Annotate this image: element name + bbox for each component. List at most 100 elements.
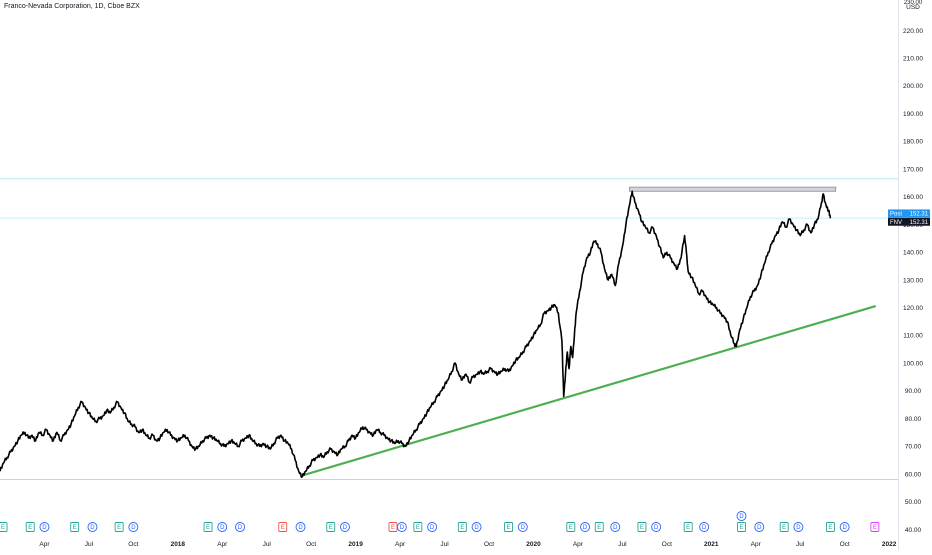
x-tick-label: Apr xyxy=(573,541,584,548)
x-tick-label: Oct xyxy=(840,541,850,548)
x-tick-label: Apr xyxy=(751,541,762,548)
dividend-marker[interactable]: D xyxy=(580,522,590,532)
earnings-marker[interactable]: E xyxy=(114,522,124,532)
dividend-marker[interactable]: D xyxy=(839,522,850,532)
dividend-marker[interactable]: D xyxy=(651,522,662,532)
event-letter: E xyxy=(391,525,395,531)
y-tick-label: 140.00 xyxy=(903,250,923,257)
dividend-marker[interactable]: D xyxy=(217,522,228,532)
y-tick-label: 50.00 xyxy=(905,499,922,506)
y-tick-label: 110.00 xyxy=(903,333,923,340)
x-tick-label: Apr xyxy=(217,541,228,548)
event-letter: E xyxy=(597,525,601,531)
earnings-marker[interactable]: E xyxy=(388,522,398,532)
x-tick-label: 2020 xyxy=(526,541,541,548)
x-axis: Apr Jul Oct 2018 Apr Jul Oct 2019 Apr Jul Oct 2020 A… xyxy=(39,541,896,548)
earnings-marker[interactable]: E xyxy=(25,522,35,532)
x-tick-label: Jul xyxy=(796,541,805,548)
earnings-marker-box xyxy=(594,522,604,532)
event-letter: E xyxy=(740,525,744,531)
price-label-value: 152.31 xyxy=(910,212,929,218)
x-tick-label: 2021 xyxy=(704,541,719,548)
event-letter: E xyxy=(1,525,5,531)
y-tick-label: 90.00 xyxy=(905,388,922,395)
event-letter: D xyxy=(42,525,47,531)
y-tick-label: 170.00 xyxy=(903,166,923,173)
event-letter: D xyxy=(739,514,744,520)
event-letter: E xyxy=(640,525,644,531)
price-label-bg xyxy=(888,209,930,218)
earnings-marker[interactable]: E xyxy=(413,522,423,532)
x-tick-label: Jul xyxy=(85,541,94,548)
dividend-marker[interactable]: D xyxy=(793,522,804,532)
dividend-marker[interactable]: D xyxy=(340,522,350,532)
earnings-marker[interactable]: E xyxy=(779,522,789,532)
dividend-marker[interactable]: D xyxy=(471,522,482,532)
earnings-marker[interactable]: E xyxy=(504,522,514,532)
event-letter: D xyxy=(343,525,348,531)
price-label-layer: Post 152.31 FNV 152.31 xyxy=(888,209,930,226)
y-tick-label: 180.00 xyxy=(903,139,923,146)
earnings-marker[interactable]: E xyxy=(870,522,880,532)
earnings-marker[interactable]: E xyxy=(70,522,80,532)
earnings-marker[interactable]: E xyxy=(683,522,693,532)
dividend-marker-circle xyxy=(471,522,482,532)
dividend-marker[interactable]: D xyxy=(295,522,306,532)
earnings-marker[interactable]: E xyxy=(594,522,604,532)
price-label-bg xyxy=(888,217,930,226)
earnings-marker[interactable]: E xyxy=(457,522,467,532)
earnings-marker[interactable]: E xyxy=(637,522,647,532)
event-letter: E xyxy=(507,525,511,531)
dividend-marker[interactable]: D xyxy=(128,522,139,532)
dividend-marker[interactable]: D xyxy=(39,522,50,532)
dividend-marker[interactable]: D xyxy=(610,522,621,532)
dividend-marker[interactable]: D xyxy=(87,522,98,532)
event-letter: D xyxy=(238,525,243,531)
earnings-marker[interactable]: E xyxy=(278,522,288,532)
y-tick-label: 120.00 xyxy=(903,305,923,312)
x-tick-label: Oct xyxy=(484,541,494,548)
dividend-marker[interactable]: D xyxy=(235,522,246,532)
dividend-marker[interactable]: D xyxy=(736,511,747,521)
event-letter: D xyxy=(521,525,526,531)
dividend-marker-circle xyxy=(396,522,407,532)
support-trendline xyxy=(301,305,876,477)
earnings-marker[interactable]: E xyxy=(566,522,576,532)
chart-title: Franco-Nevada Corporation, 1D, Cboe BZX xyxy=(4,3,140,10)
event-letter: D xyxy=(796,525,801,531)
earnings-marker[interactable]: E xyxy=(0,522,8,532)
dividend-marker-circle xyxy=(128,522,139,532)
x-tick-label: Apr xyxy=(39,541,50,548)
event-letter: D xyxy=(654,525,659,531)
event-letter: D xyxy=(842,525,847,531)
event-letter: E xyxy=(686,525,690,531)
dividend-marker[interactable]: D xyxy=(517,522,528,532)
y-tick-label: 100.00 xyxy=(903,360,923,367)
event-letter: E xyxy=(569,525,573,531)
dividend-marker-circle xyxy=(793,522,804,532)
x-tick-label: Oct xyxy=(306,541,316,548)
dividend-marker[interactable]: D xyxy=(396,522,407,532)
x-tick-label: 2022 xyxy=(882,541,897,548)
earnings-marker-box xyxy=(278,522,288,532)
event-letter: D xyxy=(474,525,479,531)
x-tick-label: 2019 xyxy=(348,541,363,548)
earnings-marker[interactable]: E xyxy=(825,522,835,532)
dividend-marker[interactable]: D xyxy=(754,522,765,532)
earnings-marker-box xyxy=(637,522,647,532)
earnings-marker-box xyxy=(683,522,693,532)
dividend-marker[interactable]: D xyxy=(427,522,438,532)
y-tick-label: 200.00 xyxy=(903,83,923,90)
earnings-marker[interactable]: E xyxy=(203,522,213,532)
event-letter: E xyxy=(28,525,32,531)
series-layer xyxy=(0,190,832,478)
earnings-marker[interactable]: E xyxy=(326,522,336,532)
dividend-marker-circle xyxy=(295,522,306,532)
earnings-marker[interactable]: E xyxy=(737,522,746,532)
price-label: Post 152.31 xyxy=(888,209,930,218)
dividend-marker[interactable]: D xyxy=(699,522,710,532)
earnings-marker-box xyxy=(457,522,467,532)
